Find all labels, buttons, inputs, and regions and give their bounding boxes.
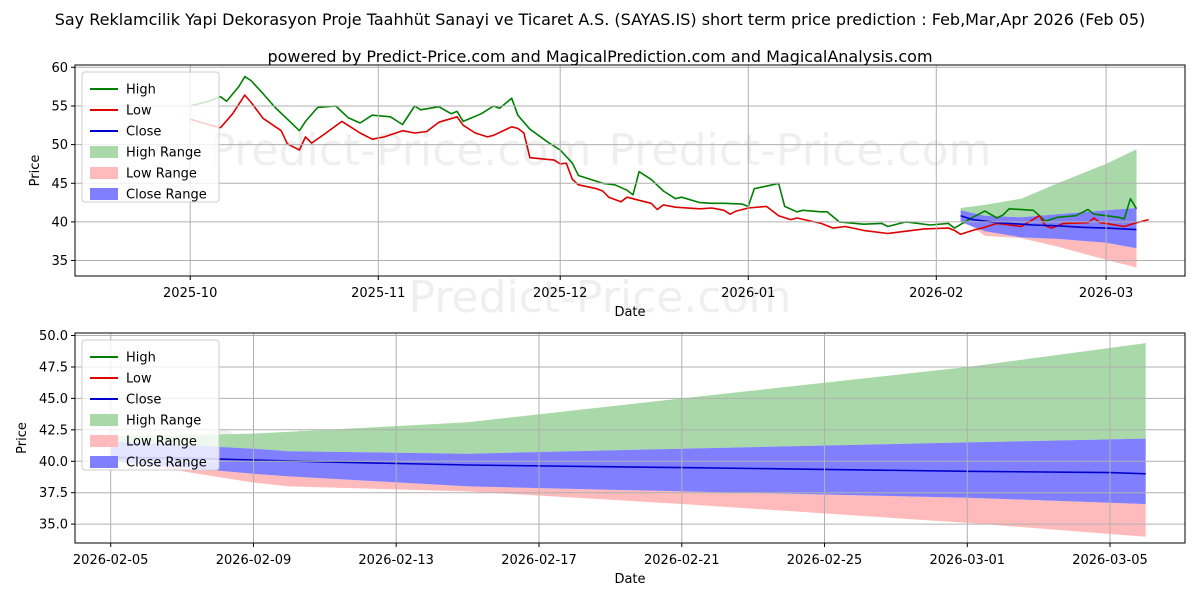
- high-legend-label: High: [126, 351, 156, 366]
- low-range-legend-label: Low Range: [126, 435, 197, 450]
- x-tick-label: 2025-10: [163, 286, 217, 301]
- x-tick-label: 2026-03-05: [1072, 553, 1148, 568]
- x-tick-label: 2026-03: [1079, 286, 1133, 301]
- x-tick-label: 2026-02: [909, 286, 963, 301]
- low-range-band: [110, 457, 1146, 537]
- plot-frame: [74, 332, 1186, 544]
- close-range-legend-swatch: [90, 456, 118, 468]
- y-tick-label: 45: [51, 177, 68, 192]
- close-range-legend-label: Close Range: [126, 188, 207, 203]
- high-line: [189, 75, 1138, 229]
- low-range-legend-swatch: [90, 435, 118, 447]
- y-tick-label: 60: [51, 61, 68, 76]
- close-legend-label: Close: [126, 393, 161, 408]
- y-tick-label: 37.5: [39, 486, 68, 501]
- x-axis-label: Date: [614, 305, 645, 320]
- low-legend-label: Low: [126, 372, 152, 387]
- y-tick-label: 47.5: [39, 361, 68, 376]
- watermark-text: Predict-Price.com: [409, 272, 792, 323]
- x-tick-label: 2026-03-01: [930, 553, 1006, 568]
- y-axis-label: Price: [28, 155, 43, 187]
- x-tick-label: 2026-02-05: [73, 553, 149, 568]
- y-tick-label: 50.0: [39, 329, 68, 344]
- close-range-legend-swatch: [90, 188, 118, 200]
- high-range-band: [960, 149, 1137, 218]
- y-tick-label: 40.0: [39, 455, 68, 470]
- plot-frame: [74, 64, 1186, 277]
- x-tick-label: 2026-01: [721, 286, 775, 301]
- close-legend-label: Close: [126, 125, 161, 140]
- x-tick-label: 2026-02-13: [358, 553, 434, 568]
- y-tick-label: 35.0: [39, 518, 68, 533]
- low-line: [189, 94, 1149, 236]
- y-tick-label: 45.0: [39, 392, 68, 407]
- x-tick-label: 2026-02-21: [644, 553, 720, 568]
- forecast-zoom-panel: Predict-Price.com Predict-Price.com 2026…: [15, 329, 1186, 587]
- close-range-legend-label: Close Range: [126, 456, 207, 471]
- low-range-band: [960, 218, 1137, 268]
- y-tick-label: 40: [51, 215, 68, 230]
- x-tick-label: 2026-02-25: [787, 553, 863, 568]
- y-tick-label: 55: [51, 100, 68, 115]
- y-tick-label: 42.5: [39, 423, 68, 438]
- x-tick-label: 2026-02-17: [501, 553, 577, 568]
- close-line: [960, 214, 1137, 231]
- low-range-legend-label: Low Range: [126, 167, 197, 182]
- close-range-band: [960, 208, 1137, 249]
- x-axis-label: Date: [614, 572, 645, 587]
- watermark-text: Predict-Price.com: [609, 125, 992, 176]
- high-range-legend-label: High Range: [126, 414, 201, 429]
- chart-title: Say Reklamcilik Yapi Dekorasyon Proje Ta…: [55, 10, 1146, 29]
- high-legend-label: High: [126, 83, 156, 98]
- high-range-band: [110, 343, 1146, 454]
- high-range-legend-swatch: [90, 414, 118, 426]
- high-range-legend-label: High Range: [126, 146, 201, 161]
- low-range-legend-swatch: [90, 167, 118, 179]
- x-tick-label: 2025-11: [351, 286, 405, 301]
- price-history-panel: Predict-Price.com Predict-Price.com Pred…: [28, 61, 1186, 323]
- y-axis-label: Price: [15, 422, 30, 454]
- low-legend-label: Low: [126, 104, 152, 119]
- x-tick-label: 2026-02-09: [216, 553, 292, 568]
- x-tick-label: 2025-12: [533, 286, 587, 301]
- high-range-legend-swatch: [90, 146, 118, 158]
- y-tick-label: 50: [51, 138, 68, 153]
- close-range-band: [110, 438, 1146, 504]
- chart-subtitle: powered by Predict-Price.com and Magical…: [267, 47, 932, 66]
- y-tick-label: 35: [51, 254, 68, 269]
